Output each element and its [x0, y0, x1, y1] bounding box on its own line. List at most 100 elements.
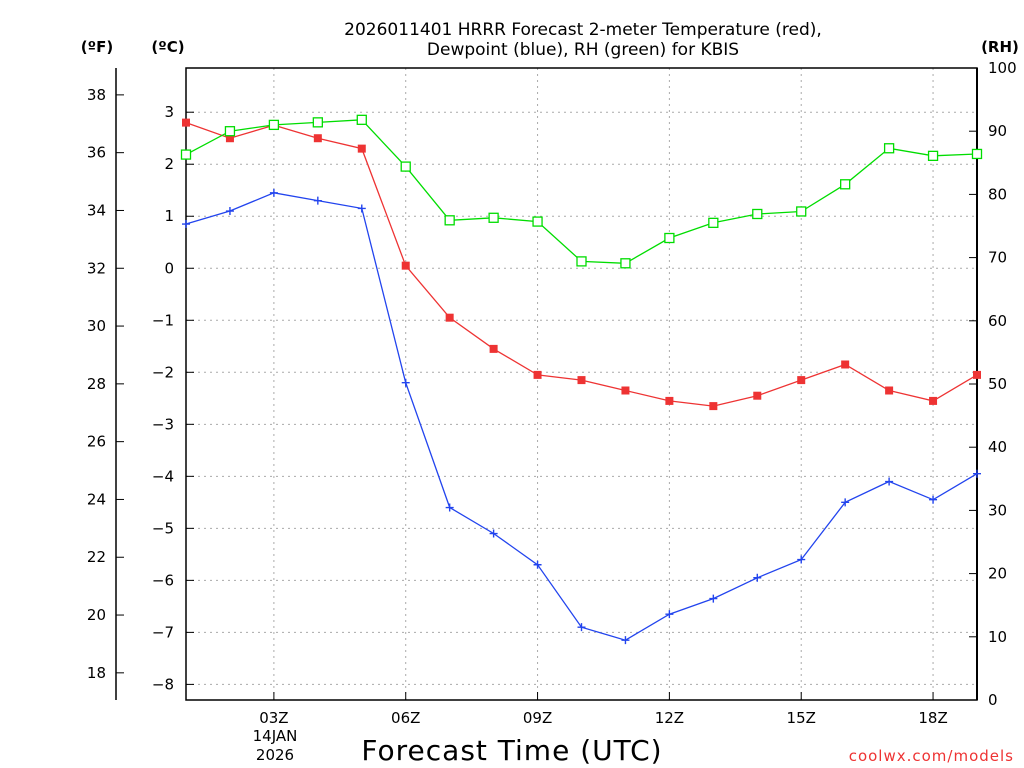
- rh-unit-label: (RH): [981, 38, 1019, 56]
- temperature-point: [929, 396, 938, 405]
- x-tick-label: 06Z: [391, 709, 420, 727]
- date-label-day: 14JAN: [253, 727, 298, 745]
- rh-tick-label: 40: [988, 438, 1007, 456]
- rh-point: [224, 126, 236, 137]
- rh-point: [576, 256, 587, 267]
- celsius-tick-label: −3: [152, 415, 174, 433]
- chart-title-line1: 2026011401 HRRR Forecast 2-meter Tempera…: [344, 20, 822, 40]
- rh-point: [532, 216, 543, 227]
- dewpoint-point: [841, 498, 850, 507]
- fahrenheit-tick-label: 38: [87, 86, 106, 104]
- temperature-point: [665, 396, 674, 405]
- fahrenheit-tick-label: 20: [87, 606, 106, 624]
- dewpoint-point: [709, 594, 718, 603]
- x-tick-label: 12Z: [655, 709, 684, 727]
- temperature-point: [621, 386, 630, 395]
- rh-point: [883, 143, 895, 154]
- temperature-point: [797, 376, 806, 385]
- rh-point: [444, 215, 455, 226]
- rh-point: [664, 232, 675, 244]
- temperature-point: [973, 370, 981, 379]
- x-tick-label: 18Z: [918, 709, 947, 727]
- chart-title-line2: Dewpoint (blue), RH (green) for KBIS: [427, 40, 739, 60]
- temperature-point: [401, 261, 410, 270]
- x-tick-label: 03Z: [259, 709, 288, 727]
- temperature-point: [709, 402, 718, 411]
- celsius-tick-label: −8: [152, 675, 174, 693]
- rh-tick-label: 0: [988, 691, 998, 709]
- fahrenheit-tick-label: 24: [87, 490, 106, 508]
- temperature-point: [577, 376, 586, 385]
- rh-point: [796, 206, 807, 217]
- dewpoint-point: [577, 623, 586, 632]
- celsius-tick-label: −6: [152, 571, 174, 589]
- dewpoint-point: [401, 378, 410, 387]
- celsius-unit-label: (ºC): [151, 38, 184, 56]
- dewpoint-point: [533, 560, 542, 569]
- rh-point: [708, 217, 719, 228]
- temperature-point: [885, 386, 894, 395]
- dewpoint-point: [313, 196, 322, 205]
- dewpoint-point: [225, 207, 234, 216]
- rh-point: [400, 161, 411, 172]
- temperature-point: [489, 344, 498, 353]
- rh-tick-label: 50: [988, 375, 1007, 393]
- temperature-point: [357, 144, 366, 153]
- dewpoint-point: [445, 503, 454, 512]
- temperature-point: [445, 313, 454, 322]
- dewpoint-point: [797, 555, 806, 564]
- temperature-point: [225, 134, 234, 143]
- rh-point: [752, 208, 763, 220]
- celsius-tick-label: −1: [152, 311, 174, 329]
- dewpoint-point: [269, 188, 278, 197]
- rh-tick-label: 30: [988, 501, 1007, 519]
- rh-tick-label: 60: [988, 312, 1007, 330]
- fahrenheit-tick-label: 28: [87, 375, 106, 393]
- rh-point: [268, 119, 280, 131]
- rh-tick-label: 100: [988, 59, 1017, 77]
- dewpoint-point: [621, 636, 630, 645]
- rh-point: [180, 149, 192, 160]
- celsius-tick-label: 2: [164, 155, 174, 173]
- watermark: coolwx.com/models: [849, 747, 1014, 765]
- dewpoint-point: [753, 573, 762, 582]
- fahrenheit-tick-label: 26: [87, 433, 106, 451]
- rh-point: [356, 114, 367, 125]
- rh-tick-label: 20: [988, 565, 1007, 583]
- fahrenheit-tick-label: 34: [87, 201, 106, 219]
- temperature-point: [533, 370, 542, 379]
- fahrenheit-tick-label: 36: [87, 144, 106, 162]
- fahrenheit-tick-label: 22: [87, 548, 106, 566]
- x-tick-label: 09Z: [523, 709, 552, 727]
- dewpoint-point: [357, 204, 366, 213]
- dewpoint-point: [885, 477, 894, 486]
- dewpoint-point: [182, 220, 190, 229]
- celsius-tick-label: 1: [164, 207, 174, 225]
- fahrenheit-tick-label: 30: [87, 317, 106, 335]
- celsius-tick-label: −5: [152, 519, 174, 537]
- dewpoint-point: [929, 495, 938, 504]
- fahrenheit-tick-label: 32: [87, 259, 106, 277]
- rh-point: [927, 150, 939, 161]
- fahrenheit-tick-label: 18: [87, 664, 106, 682]
- rh-point: [620, 258, 631, 269]
- rh-point: [971, 148, 983, 160]
- rh-tick-label: 80: [988, 185, 1007, 203]
- celsius-tick-label: −4: [152, 467, 174, 485]
- dewpoint-point: [489, 529, 498, 538]
- rh-point: [840, 179, 851, 190]
- dewpoint-point: [973, 469, 981, 478]
- temperature-point: [182, 118, 190, 127]
- rh-tick-label: 90: [988, 122, 1007, 140]
- rh-point: [488, 212, 499, 223]
- celsius-tick-label: 3: [164, 103, 174, 121]
- x-axis-label: Forecast Time (UTC): [361, 734, 662, 767]
- celsius-tick-label: −2: [152, 363, 174, 381]
- dewpoint-point: [665, 610, 674, 619]
- rh-series-line: [185, 119, 978, 264]
- celsius-tick-label: 0: [164, 259, 174, 277]
- temperature-point: [313, 134, 322, 143]
- date-label-year: 2026: [256, 746, 294, 764]
- rh-tick-label: 70: [988, 249, 1007, 267]
